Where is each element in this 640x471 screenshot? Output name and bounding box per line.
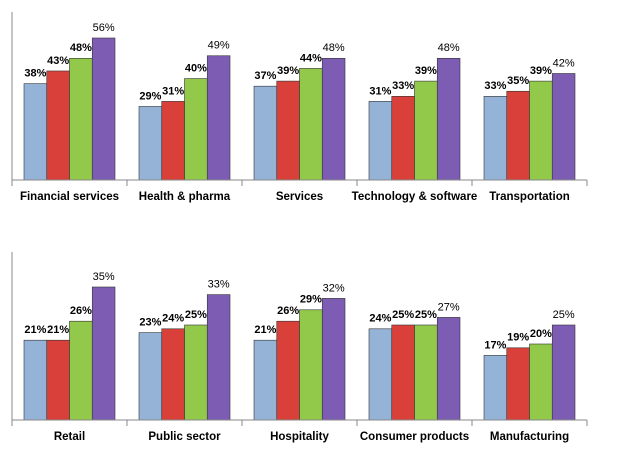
- value-label: 39%: [530, 65, 552, 77]
- bar: [161, 328, 185, 421]
- value-label: 39%: [277, 65, 299, 77]
- value-label: 21%: [47, 324, 69, 336]
- bar: [184, 324, 208, 421]
- bar: [23, 339, 48, 421]
- value-label: 33%: [208, 279, 230, 291]
- value-label: 33%: [484, 80, 506, 92]
- value-label: 32%: [323, 282, 345, 294]
- value-label: 56%: [93, 22, 115, 34]
- x-tick-label: Hospitality: [270, 431, 329, 443]
- bar: [91, 286, 116, 421]
- bar: [276, 320, 300, 421]
- x-tick-label: Retail: [54, 431, 85, 443]
- value-label: 48%: [323, 42, 345, 54]
- bar: [483, 96, 508, 181]
- bar: [436, 317, 461, 421]
- value-label: 38%: [24, 68, 46, 80]
- x-tick-label: Manufacturing: [490, 431, 569, 443]
- value-label: 48%: [438, 42, 460, 54]
- bar: [436, 57, 461, 181]
- bar: [391, 324, 415, 421]
- value-label: 19%: [507, 332, 529, 344]
- value-label: 31%: [162, 85, 184, 97]
- bar: [138, 106, 163, 181]
- bar: [253, 339, 278, 421]
- bar: [46, 70, 70, 181]
- value-label: 26%: [70, 305, 92, 317]
- bar: [414, 80, 438, 181]
- value-label: 26%: [277, 305, 299, 317]
- value-label: 35%: [93, 271, 115, 283]
- bar: [206, 294, 231, 421]
- bar: [414, 324, 438, 421]
- bar: [299, 309, 323, 421]
- bar: [368, 101, 393, 181]
- bar: [299, 68, 323, 181]
- value-label: 27%: [438, 301, 460, 313]
- value-label: 21%: [24, 324, 46, 336]
- bar: [253, 85, 278, 181]
- x-tick-label: Consumer products: [360, 431, 469, 443]
- value-label: 21%: [254, 324, 276, 336]
- x-tick-label: Health & pharma: [139, 191, 231, 203]
- value-label: 48%: [70, 42, 92, 54]
- value-label: 40%: [185, 62, 207, 74]
- value-label: 17%: [484, 339, 506, 351]
- value-label: 25%: [553, 309, 575, 321]
- value-label: 43%: [47, 55, 69, 67]
- bar: [276, 80, 300, 181]
- x-tick-label: Financial services: [20, 191, 119, 203]
- bar: [529, 80, 553, 181]
- value-label: 29%: [139, 90, 161, 102]
- value-label: 39%: [415, 65, 437, 77]
- bar: [184, 78, 208, 181]
- bar: [46, 339, 70, 421]
- bar: [161, 101, 185, 181]
- bar: [483, 355, 508, 421]
- bar: [69, 57, 93, 181]
- bar: [529, 343, 553, 421]
- x-tick-label: Technology & software: [352, 191, 478, 203]
- bar: [23, 83, 48, 181]
- bar: [69, 320, 93, 421]
- bar: [551, 73, 576, 181]
- x-tick-label: Public sector: [148, 431, 221, 443]
- bar: [551, 324, 576, 421]
- bar: [321, 57, 346, 181]
- value-label: 29%: [300, 294, 322, 306]
- value-label: 25%: [415, 309, 437, 321]
- value-label: 25%: [392, 309, 414, 321]
- value-label: 33%: [392, 80, 414, 92]
- x-tick-label: Transportation: [489, 191, 570, 203]
- value-label: 42%: [553, 57, 575, 69]
- bar: [321, 298, 346, 421]
- value-label: 25%: [185, 309, 207, 321]
- bar: [91, 37, 116, 181]
- value-label: 20%: [530, 328, 552, 340]
- x-tick-label: Services: [276, 191, 323, 203]
- value-label: 35%: [507, 75, 529, 87]
- value-label: 24%: [162, 313, 184, 325]
- bar: [206, 55, 231, 181]
- bar: [138, 332, 163, 421]
- value-label: 31%: [369, 85, 391, 97]
- value-label: 44%: [300, 52, 322, 64]
- bar: [368, 328, 393, 421]
- bar: [391, 96, 415, 181]
- bar: [506, 90, 530, 181]
- value-label: 37%: [254, 70, 276, 82]
- value-label: 24%: [369, 313, 391, 325]
- bar: [506, 347, 530, 421]
- value-label: 23%: [139, 317, 161, 329]
- value-label: 49%: [208, 40, 230, 52]
